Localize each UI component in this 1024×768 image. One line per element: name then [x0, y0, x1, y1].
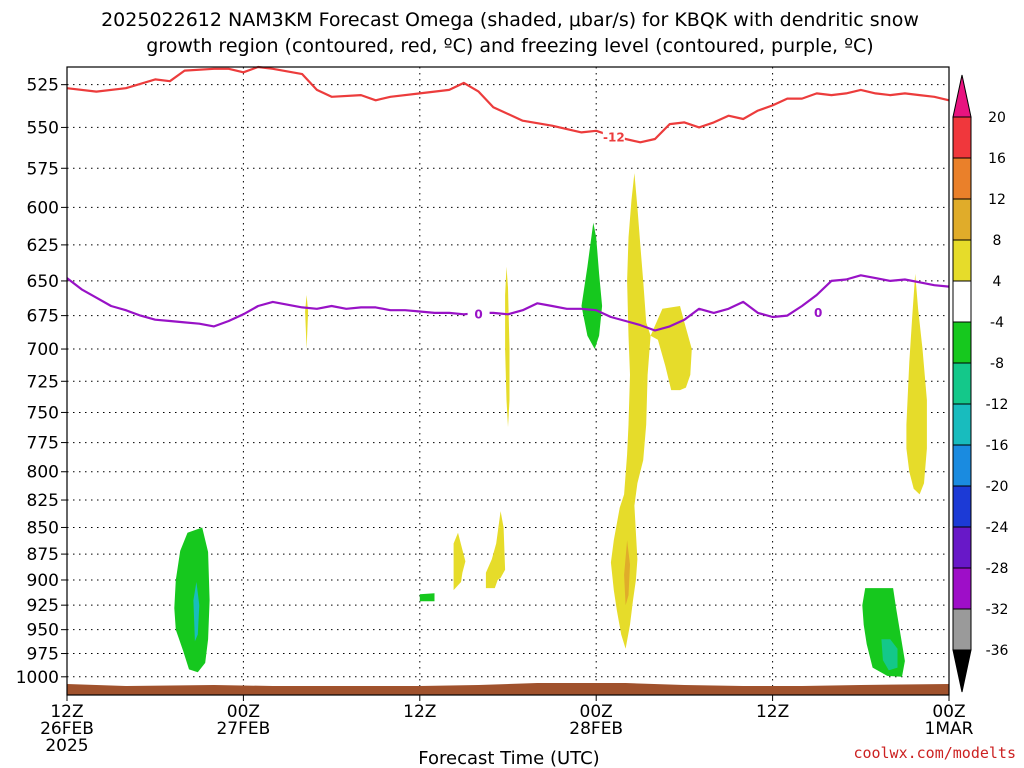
colorbar-label-4: 4: [993, 274, 1002, 290]
contour-line-0: [66, 65, 950, 144]
y-tick-label-625: 625: [27, 236, 59, 256]
colorbar-segment-6: [952, 362, 972, 405]
omega-region-10: [610, 173, 692, 649]
grid: [67, 67, 949, 695]
colorbar-label-11: -28: [986, 561, 1009, 577]
omega-region-0: [174, 527, 210, 673]
y-tick-label-725: 725: [27, 372, 59, 392]
colorbar-label-1: 16: [988, 151, 1006, 167]
contour-label-0-0: -12: [603, 130, 625, 144]
y-tick-label-650: 650: [27, 272, 59, 292]
colorbar-segment-10: [952, 526, 972, 569]
colorbar: 20 16 12 8 4 -4 -8 -12 -16 -20 -24 -28 -32 -36: [952, 74, 1009, 693]
omega-shading: [174, 173, 927, 677]
colorbar-label-3: 8: [993, 233, 1002, 249]
x-tick-label-5-1: 00Z: [932, 702, 965, 722]
ground-terrain: [67, 683, 949, 695]
source-credit: coolwx.com/modelts: [853, 744, 1016, 762]
y-tick-label-825: 825: [27, 491, 59, 511]
omega-region-1: [193, 582, 200, 642]
colorbar-segment-0: [952, 116, 972, 159]
y-tick-label-800: 800: [27, 463, 59, 483]
y-tick-label-925: 925: [27, 596, 59, 616]
y-tick-label-1000: 1000: [16, 668, 59, 688]
contour-label-bg-0-0: [602, 129, 625, 144]
x-tick-label-1-2: 27FEB: [216, 719, 270, 739]
contour-label-bg-1-0: [467, 306, 490, 321]
omega-region-11: [624, 540, 630, 606]
omega-region-7: [505, 266, 510, 427]
omega-region-3: [581, 222, 603, 349]
y-tick-label-700: 700: [27, 340, 59, 360]
colorbar-label-12: -32: [986, 602, 1009, 618]
temperature-contours: -12 0 0: [66, 65, 950, 332]
contour-line-1: [66, 274, 950, 332]
y-tick-label-750: 750: [27, 403, 59, 423]
y-tick-label-675: 675: [27, 307, 59, 327]
colorbar-segment-5: [952, 321, 972, 364]
colorbar-segment-11: [952, 567, 972, 610]
y-tick-label-850: 850: [27, 518, 59, 538]
y-axis-ticks: 525 550 575 600 625 650 675 700 725 750 775 800 825 8…: [16, 76, 67, 688]
x-tick-label-3-1: 00Z: [580, 702, 613, 722]
x-tick-label-3-2: 28FEB: [569, 719, 623, 739]
omega-region-2: [419, 593, 435, 602]
y-tick-label-525: 525: [27, 76, 59, 96]
colorbar-segment-7: [952, 403, 972, 446]
x-tick-label-0-2: 26FEB: [40, 719, 94, 739]
contour-label-1-0: 0: [474, 307, 482, 321]
y-tick-label-875: 875: [27, 545, 59, 565]
x-tick-label-5-2: 1MAR: [925, 719, 974, 739]
omega-region-6: [305, 295, 309, 349]
x-tick-label-0-3: 2025: [45, 736, 88, 756]
colorbar-bottom-arrow: [952, 649, 972, 693]
omega-region-4: [862, 588, 905, 677]
x-tick-label-0-1: 12Z: [50, 702, 83, 722]
y-tick-label-900: 900: [27, 571, 59, 591]
y-tick-label-600: 600: [27, 198, 59, 218]
y-tick-label-550: 550: [27, 118, 59, 138]
omega-region-9: [485, 511, 506, 589]
colorbar-label-6: -8: [990, 356, 1004, 372]
x-tick-label-4-1: 12Z: [756, 702, 789, 722]
colorbar-label-5: -4: [990, 315, 1004, 331]
contour-label-bg-1-1: [807, 304, 830, 319]
omega-region-5: [881, 639, 898, 671]
ground-surface: [67, 683, 949, 695]
y-tick-label-575: 575: [27, 159, 59, 179]
colorbar-segment-1: [952, 157, 972, 200]
colorbar-segment-9: [952, 485, 972, 528]
x-axis-label: Forecast Time (UTC): [418, 748, 599, 768]
colorbar-label-10: -24: [986, 520, 1009, 536]
y-tick-label-950: 950: [27, 621, 59, 641]
colorbar-segment-3: [952, 239, 972, 282]
colorbar-segment-2: [952, 198, 972, 241]
colorbar-top-arrow: [952, 74, 972, 118]
x-tick-label-1-1: 00Z: [227, 702, 260, 722]
colorbar-segment-12: [952, 608, 972, 651]
y-tick-label-775: 775: [27, 434, 59, 454]
colorbar-label-9: -20: [986, 479, 1009, 495]
omega-region-12: [906, 273, 927, 495]
colorbar-label-13: -36: [986, 643, 1009, 659]
colorbar-segment-8: [952, 444, 972, 487]
colorbar-label-2: 12: [988, 192, 1006, 208]
chart-title-line-1: 2025022612 NAM3KM Forecast Omega (shaded…: [101, 9, 919, 31]
colorbar-segment-4: [952, 280, 972, 323]
x-tick-label-2-1: 12Z: [403, 702, 436, 722]
colorbar-label-8: -16: [986, 438, 1009, 454]
chart-title-line-2: growth region (contoured, red, ºC) and f…: [146, 35, 873, 57]
colorbar-label-7: -12: [986, 397, 1009, 413]
y-tick-label-975: 975: [27, 645, 59, 665]
omega-region-8: [453, 532, 466, 591]
contour-label-1-1: 0: [814, 306, 822, 320]
colorbar-label-0: 20: [988, 110, 1006, 126]
